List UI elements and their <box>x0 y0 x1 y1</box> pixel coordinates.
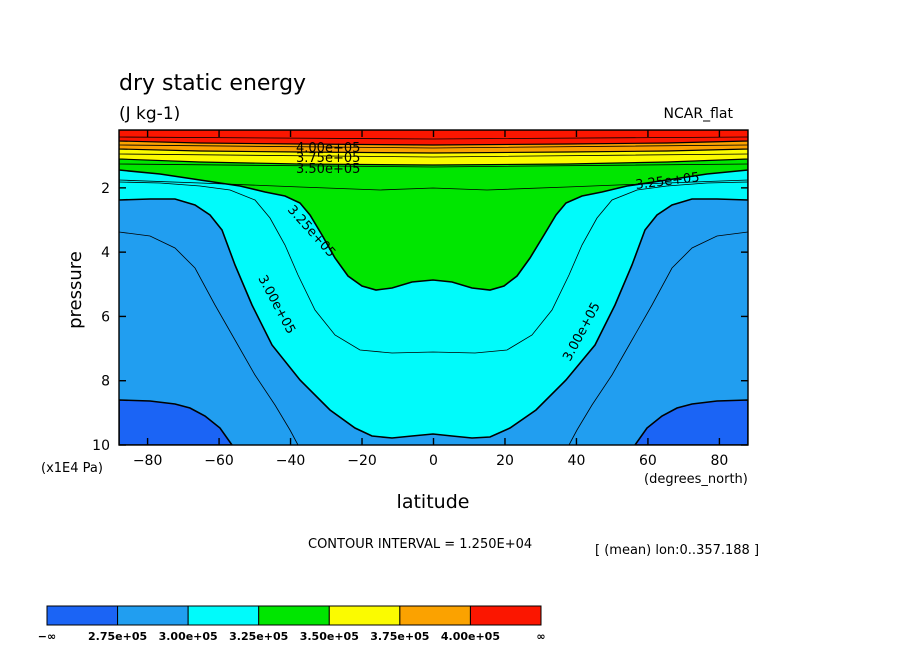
contour-label-350: 3.50e+05 <box>296 162 360 177</box>
colorbar-swatch <box>258 605 330 626</box>
x-axis-units: (degrees_north) <box>644 472 748 487</box>
y-axis-units: (x1E4 Pa) <box>41 461 103 476</box>
dataset-label: NCAR_flat <box>664 106 734 122</box>
colorbar-label: 3.75e+05 <box>370 630 429 643</box>
x-tick-label: 20 <box>496 453 514 469</box>
band-gt-400 <box>119 130 748 146</box>
thin-contour-cyan <box>119 181 748 354</box>
x-tick-label: −40 <box>276 453 306 469</box>
x-tick-label: −80 <box>133 453 163 469</box>
thin-contour-mid <box>119 179 748 191</box>
contour-interval-text: CONTOUR INTERVAL = 1.250E+04 <box>308 537 532 552</box>
y-axis-label: pressure <box>65 251 86 329</box>
x-tick-label: 40 <box>568 453 586 469</box>
colorbar-label: 2.75e+05 <box>88 630 147 643</box>
thin-contour-upper <box>119 144 748 149</box>
x-tick-label: −60 <box>204 453 234 469</box>
chart-subtitle: (J kg-1) <box>119 104 180 124</box>
x-tick-label: −20 <box>347 453 377 469</box>
x-tick-label: 80 <box>710 453 728 469</box>
y-axis: 2 4 6 8 10 <box>92 181 748 454</box>
y-tick-label: 4 <box>101 245 110 261</box>
band-325-350 <box>119 130 748 291</box>
thin-contour-blue-right <box>568 231 748 445</box>
x-tick-label: 0 <box>429 453 438 469</box>
colorbar-swatch <box>117 605 189 626</box>
colorbar-label: 3.25e+05 <box>229 630 288 643</box>
colorbar-label: 4.00e+05 <box>441 630 500 643</box>
colorbar-swatch <box>46 605 119 626</box>
colorbar-label: 3.00e+05 <box>159 630 218 643</box>
y-tick-label: 8 <box>101 374 110 390</box>
colorbar-label: −∞ <box>38 630 56 643</box>
colorbar-swatch <box>187 605 260 626</box>
thin-contour-upper <box>119 136 748 140</box>
thin-contours <box>119 136 748 445</box>
y-tick-label: 6 <box>101 309 110 325</box>
thin-contour-blue-left <box>119 231 299 445</box>
thin-contour-upper <box>119 163 748 168</box>
x-tick-label: 60 <box>639 453 657 469</box>
colorbar: −∞ 2.75e+05 3.00e+05 3.25e+05 3.50e+05 3.75e+… <box>38 605 546 643</box>
colorbar-swatch <box>469 605 542 626</box>
x-axis-label: latitude <box>397 491 470 513</box>
colorbar-swatch <box>328 605 401 626</box>
contour-label-375: 3.75e+05 <box>296 151 360 166</box>
y-tick-label: 2 <box>101 181 110 197</box>
mean-note: [ (mean) lon:0..357.188 ] <box>595 543 759 558</box>
colorbar-label: 3.50e+05 <box>300 630 359 643</box>
y-tick-label: 10 <box>92 438 110 454</box>
chart-title: dry static energy <box>119 71 306 96</box>
colorbar-swatch <box>399 605 471 626</box>
band-lt-275-left <box>119 399 233 445</box>
band-300-325 <box>119 130 748 439</box>
plot-area <box>119 130 748 445</box>
contour-label-400: 4.00e+05 <box>296 141 360 156</box>
band-lt-275-right <box>634 399 748 445</box>
colorbar-label: ∞ <box>536 630 545 643</box>
thin-contour-upper <box>119 153 748 158</box>
x-axis: −80 −60 −40 −20 0 20 40 60 80 <box>133 130 728 469</box>
